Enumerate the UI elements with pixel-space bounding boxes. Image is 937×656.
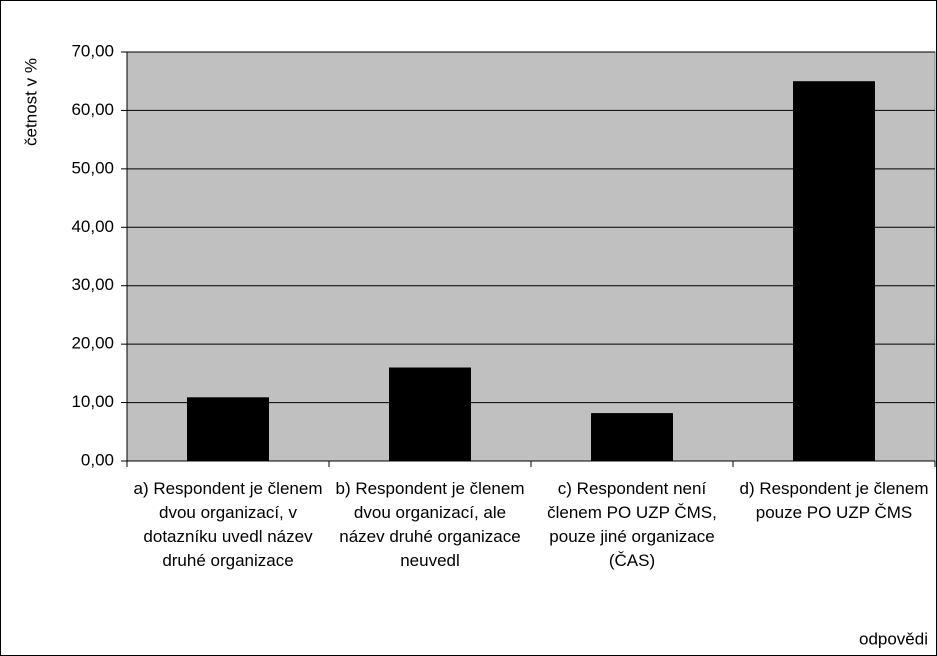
bar — [389, 367, 471, 461]
y-tick-label: 20,00 — [71, 334, 114, 353]
x-tick-label: b) Respondent je členem dvou organizací,… — [335, 479, 525, 570]
bar — [591, 413, 673, 461]
x-tick-label: a) Respondent je členem dvou organizací,… — [133, 479, 323, 570]
y-tick-label: 60,00 — [71, 100, 114, 119]
y-tick-label: 0,00 — [81, 450, 114, 469]
x-axis-label: odpovědi — [859, 629, 928, 648]
y-tick-label: 70,00 — [71, 41, 114, 60]
y-tick-label: 40,00 — [71, 217, 114, 236]
bar — [187, 397, 269, 461]
y-axis-label: četnost v % — [21, 58, 40, 146]
y-tick-label: 50,00 — [71, 158, 114, 177]
bar — [793, 81, 875, 461]
x-tick-label: c) Respondent není členem PO UZP ČMS, po… — [547, 479, 717, 570]
y-tick-label: 30,00 — [71, 275, 114, 294]
y-tick-label: 10,00 — [71, 392, 114, 411]
x-tick-label: d) Respondent je členem pouze PO UZP ČMS — [739, 479, 929, 522]
